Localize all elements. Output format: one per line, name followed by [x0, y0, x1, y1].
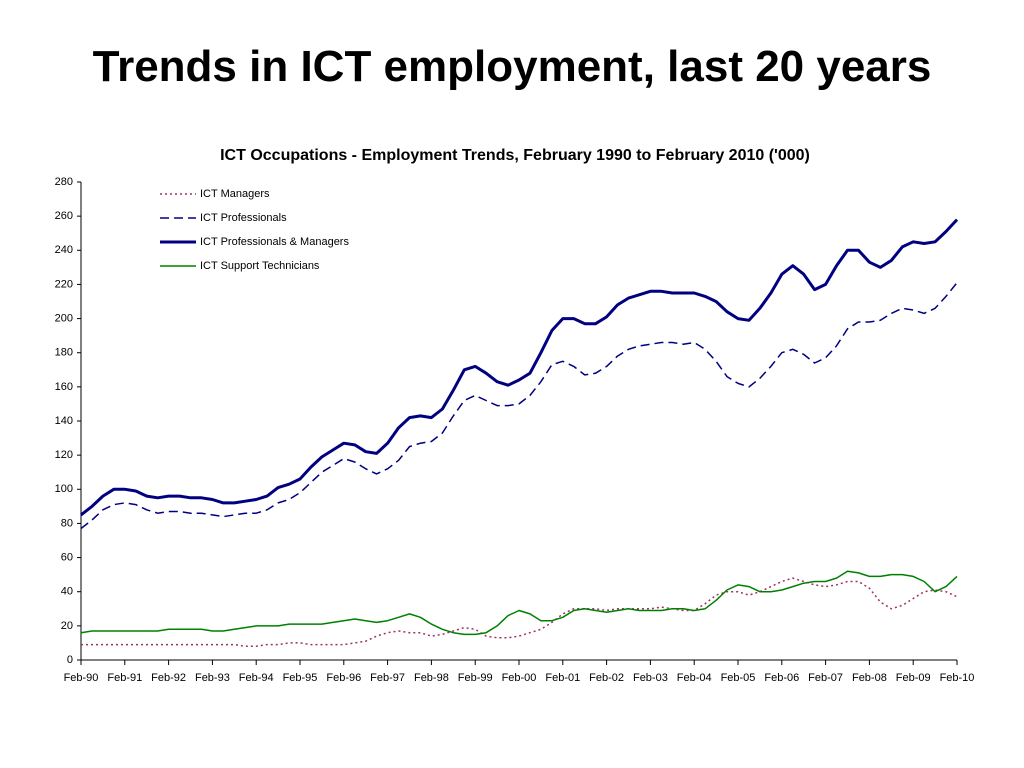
y-tick-label: 240	[55, 244, 73, 256]
x-tick-label: Feb-92	[151, 672, 186, 684]
legend-label: ICT Professionals & Managers	[200, 236, 349, 248]
x-tick-label: Feb-06	[764, 672, 799, 684]
y-tick-label: 20	[61, 620, 73, 632]
x-tick-label: Feb-01	[545, 672, 580, 684]
x-tick-label: Feb-95	[283, 672, 318, 684]
x-tick-label: Feb-98	[414, 672, 449, 684]
y-tick-label: 280	[55, 176, 73, 188]
x-tick-label: Feb-99	[458, 672, 493, 684]
y-tick-label: 80	[61, 517, 73, 529]
x-tick-label: Feb-03	[633, 672, 668, 684]
y-tick-label: 60	[61, 551, 73, 563]
x-tick-label: Feb-97	[370, 672, 405, 684]
y-tick-label: 200	[55, 312, 73, 324]
x-tick-label: Feb-00	[502, 672, 537, 684]
y-tick-label: 220	[55, 278, 73, 290]
x-tick-label: Feb-91	[107, 672, 142, 684]
x-tick-label: Feb-09	[896, 672, 931, 684]
chart-title: ICT Occupations - Employment Trends, Feb…	[220, 147, 810, 164]
series-line	[81, 577, 958, 648]
y-tick-label: 140	[55, 415, 73, 427]
page-title: Trends in ICT employment, last 20 years	[92, 42, 932, 91]
x-tick-label: Feb-94	[239, 672, 274, 684]
y-tick-label: 40	[61, 586, 73, 598]
legend-label: ICT Support Technicians	[200, 260, 320, 272]
x-tick-label: Feb-08	[852, 672, 887, 684]
series-line	[80, 282, 958, 530]
x-tick-label: Feb-93	[195, 672, 230, 684]
x-tick-label: Feb-04	[677, 672, 712, 684]
y-tick-label: 160	[55, 381, 73, 393]
legend-label: ICT Professionals	[200, 212, 287, 224]
series-line	[80, 218, 959, 517]
x-tick-label: Feb-10	[940, 672, 975, 684]
y-tick-label: 0	[67, 654, 73, 666]
legend-label: ICT Managers	[200, 188, 270, 200]
series-line	[80, 570, 958, 636]
y-tick-label: 100	[55, 483, 73, 495]
x-tick-label: Feb-07	[808, 672, 843, 684]
x-tick-label: Feb-96	[326, 672, 361, 684]
y-tick-label: 260	[55, 210, 73, 222]
x-tick-label: Feb-05	[721, 672, 756, 684]
x-tick-label: Feb-02	[589, 672, 624, 684]
y-tick-label: 180	[55, 347, 73, 359]
x-tick-label: Feb-90	[64, 672, 99, 684]
y-tick-label: 120	[55, 449, 73, 461]
